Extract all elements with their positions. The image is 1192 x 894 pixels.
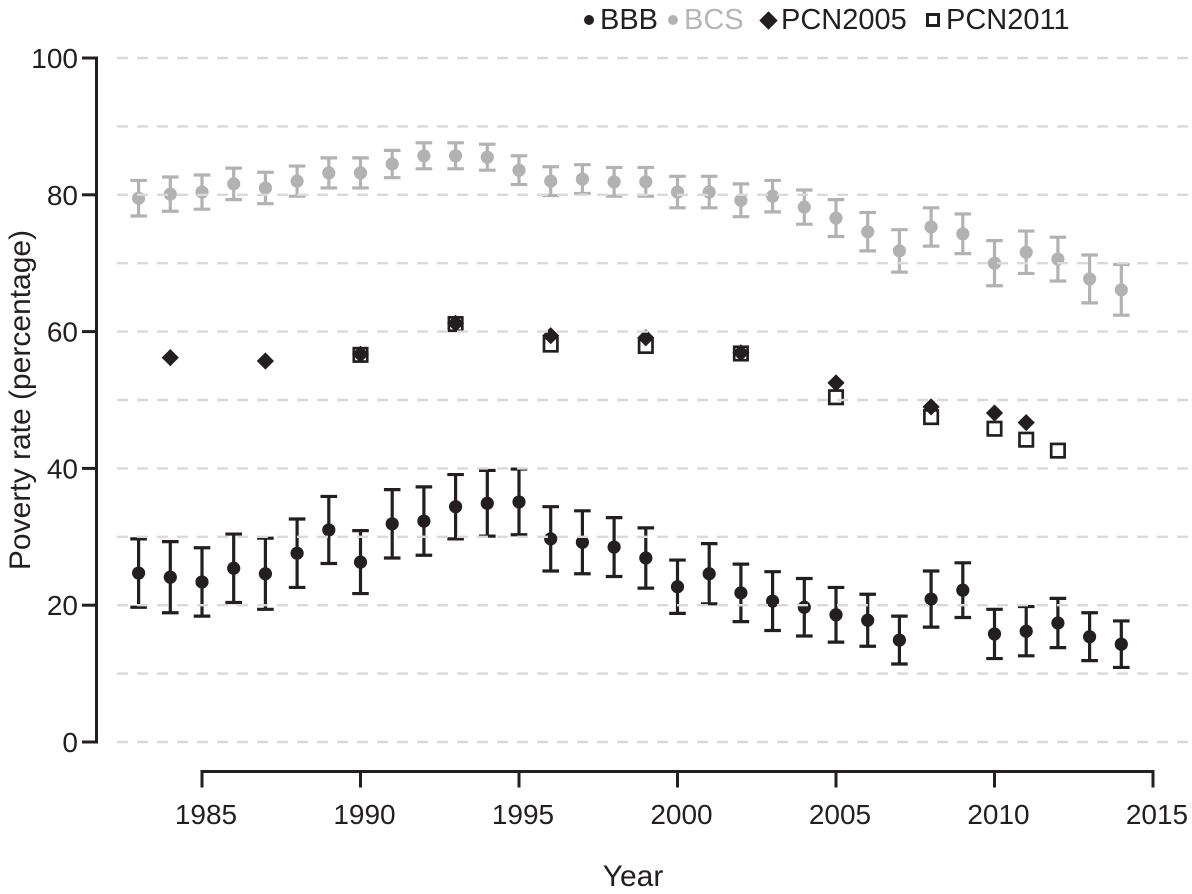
bbb-marker-icon (584, 15, 594, 25)
y-tick-label: 80 (47, 180, 78, 211)
series-pcn2005 (161, 314, 1035, 432)
gridlines (117, 56, 1189, 744)
legend-label-bbb: BBB (600, 4, 659, 36)
y-tick-label: 100 (31, 43, 78, 74)
y-tick-label: 60 (47, 317, 78, 348)
x-tick-label: 1995 (492, 799, 554, 830)
series-bcs (130, 141, 1130, 317)
y-tick-label: 0 (62, 727, 78, 758)
y-axis-title: Poverty rate (percentage) (4, 230, 37, 570)
series-pcn2011 (352, 316, 1066, 459)
legend-item-bcs: BCS (668, 4, 744, 36)
axes: 0 20 40 60 80 100 1985 1990 1995 2000 2005 2010 2015… (4, 43, 1188, 893)
legend-label-pcn2011: PCN2011 (946, 4, 1070, 36)
pcn2011-marker-icon (926, 13, 940, 27)
series-bbb (130, 467, 1130, 670)
x-tick-label: 2000 (650, 799, 712, 830)
legend-label-bcs: BCS (684, 4, 744, 36)
y-tick-label: 20 (47, 590, 78, 621)
legend-item-pcn2005: PCN2005 (759, 4, 907, 36)
x-tick-label: 2005 (809, 799, 871, 830)
x-tick-label: 2010 (967, 799, 1029, 830)
y-tick-label: 40 (47, 453, 78, 484)
x-tick-label: 1985 (175, 799, 237, 830)
legend-item-bbb: BBB (584, 4, 658, 36)
legend-item-pcn2011: PCN2011 (926, 4, 1070, 36)
series-layer (130, 141, 1130, 670)
bcs-marker-icon (668, 15, 678, 25)
legend-label-pcn2005: PCN2005 (781, 4, 907, 36)
x-tick-label: 1990 (333, 799, 395, 830)
x-axis-title: Year (603, 860, 664, 893)
x-tick-label: 2015 (1126, 799, 1188, 830)
